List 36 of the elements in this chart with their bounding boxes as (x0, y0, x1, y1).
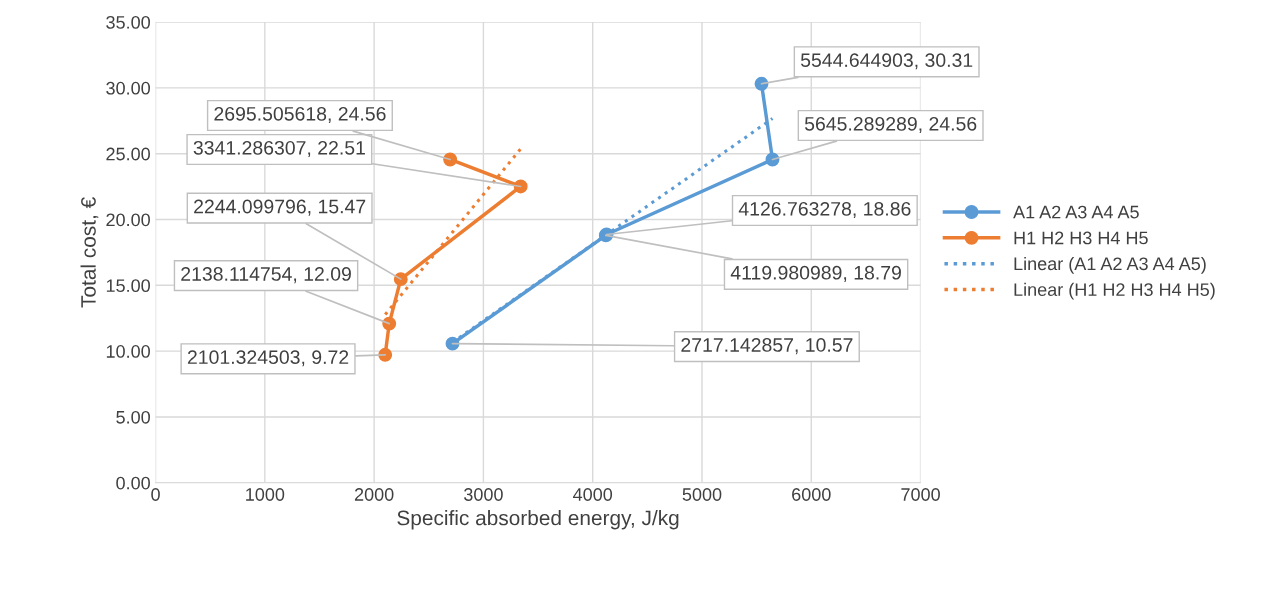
x-axis-title: Specific absorbed energy, J/kg (397, 510, 679, 530)
legend-label: A1 A2 A3 A4 A5 (1013, 205, 1139, 219)
x-tick-label: 1000 (246, 488, 285, 501)
x-tick-label: 6000 (792, 488, 831, 501)
legend-label: Linear (A1 A2 A3 A4 A5) (1014, 256, 1206, 274)
annotation: 4119.980989, 18.79 (730, 265, 901, 282)
y-axis-title: Total cost, € (80, 197, 99, 308)
y-tick-label: 0.00 (116, 476, 150, 490)
x-tick-label: 2000 (354, 488, 394, 501)
x-tick-label: 4000 (573, 488, 613, 501)
point (754, 76, 769, 91)
annotation: 5645.289289, 24.56 (804, 116, 977, 134)
annotation: 2717.142857, 10.57 (681, 338, 853, 355)
y-tick-label: 35.00 (106, 15, 150, 29)
point (382, 316, 397, 331)
y-tick-label: 15.00 (106, 279, 150, 293)
y-tick-label: 20.00 (106, 213, 150, 227)
annotation: 5544.644903, 30.31 (800, 53, 973, 70)
y-tick-label: 10.00 (106, 345, 150, 358)
annotation: 2695.505618, 24.56 (214, 106, 386, 124)
x-tick-label: 0 (151, 488, 160, 501)
x-tick-label: 7000 (901, 488, 940, 501)
x-tick-label: 5000 (682, 488, 722, 501)
annotation: 2138.114754, 12.09 (181, 267, 351, 284)
legend-label: Linear (H1 H2 H3 H4 H5) (1014, 282, 1215, 300)
point (393, 272, 408, 287)
annotation: 2244.099796, 15.47 (194, 199, 366, 216)
y-tick-label: 5.00 (116, 410, 150, 424)
x-tick-label: 3000 (464, 488, 503, 501)
annotation: 3341.286307, 22.51 (193, 140, 365, 157)
annotation: 4126.763278, 18.86 (738, 201, 911, 219)
y-tick-label: 30.00 (106, 81, 150, 95)
point (445, 336, 460, 351)
y-tick-label: 25.00 (106, 147, 150, 161)
annotation: 2101.324503, 9.72 (187, 350, 349, 367)
legend-label: H1 H2 H3 H4 H5 (1014, 231, 1148, 245)
